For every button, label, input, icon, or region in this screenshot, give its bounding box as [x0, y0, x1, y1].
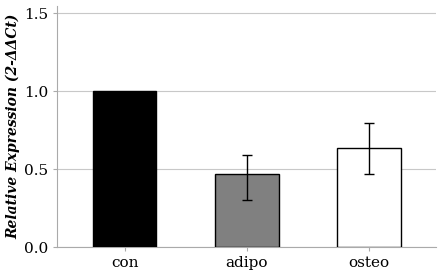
Y-axis label: Relative Expression (2-ΔΔCt): Relative Expression (2-ΔΔCt)	[6, 14, 20, 239]
Bar	[337, 148, 401, 247]
Bar	[93, 91, 156, 247]
Bar	[215, 174, 279, 247]
